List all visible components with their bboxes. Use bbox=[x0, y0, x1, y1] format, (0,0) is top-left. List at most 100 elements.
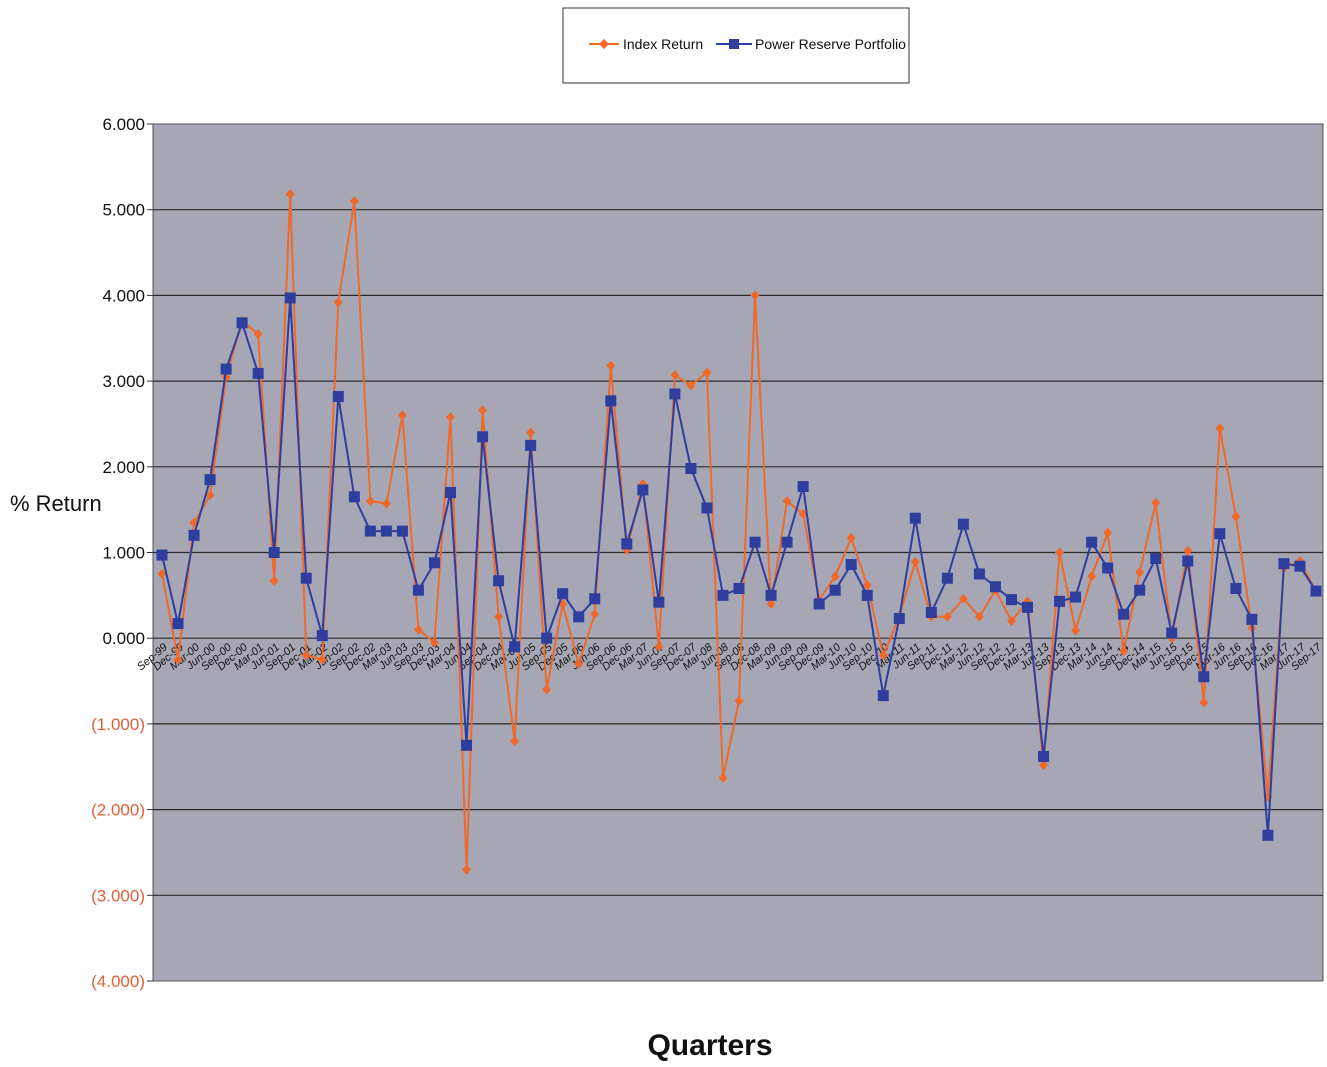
point-power-reserve bbox=[573, 611, 585, 623]
point-index-return bbox=[910, 556, 920, 567]
point-power-reserve bbox=[589, 593, 601, 605]
legend-marker-power-reserve bbox=[729, 39, 739, 49]
point-index-return bbox=[301, 650, 311, 661]
point-index-return bbox=[958, 593, 968, 604]
point-index-return bbox=[974, 611, 984, 622]
point-power-reserve bbox=[461, 739, 473, 751]
point-index-return bbox=[1039, 760, 1049, 771]
point-power-reserve bbox=[1182, 555, 1194, 567]
point-power-reserve bbox=[909, 512, 921, 524]
y-tick-label: 2.000 bbox=[102, 458, 145, 477]
point-index-return bbox=[1151, 497, 1161, 508]
point-power-reserve bbox=[396, 525, 408, 537]
point-index-return bbox=[365, 496, 375, 507]
point-power-reserve bbox=[941, 572, 953, 584]
point-index-return bbox=[1231, 511, 1241, 522]
point-power-reserve bbox=[172, 618, 184, 630]
point-power-reserve bbox=[525, 439, 537, 451]
point-index-return bbox=[766, 598, 776, 609]
y-tick-label: 3.000 bbox=[102, 372, 145, 391]
point-index-return bbox=[718, 772, 728, 783]
point-power-reserve bbox=[1086, 536, 1098, 548]
point-index-return bbox=[173, 654, 183, 665]
point-power-reserve bbox=[685, 463, 697, 475]
point-index-return bbox=[349, 196, 359, 207]
point-power-reserve bbox=[701, 502, 713, 514]
point-index-return bbox=[606, 360, 616, 371]
point-index-return bbox=[157, 568, 167, 579]
point-power-reserve bbox=[749, 536, 761, 548]
point-power-reserve bbox=[925, 606, 937, 618]
point-power-reserve bbox=[1038, 750, 1050, 762]
point-power-reserve bbox=[989, 581, 1001, 593]
point-power-reserve bbox=[1214, 528, 1226, 540]
point-power-reserve bbox=[1230, 582, 1242, 594]
point-power-reserve bbox=[332, 391, 344, 403]
point-power-reserve bbox=[973, 568, 985, 580]
point-power-reserve bbox=[733, 582, 745, 594]
point-power-reserve bbox=[557, 588, 569, 600]
point-index-return bbox=[1135, 567, 1145, 578]
point-index-return bbox=[798, 508, 808, 519]
y-tick-label: 5.000 bbox=[102, 201, 145, 220]
point-power-reserve bbox=[781, 536, 793, 548]
point-power-reserve bbox=[236, 317, 248, 329]
point-index-return bbox=[1055, 547, 1065, 558]
point-power-reserve bbox=[220, 363, 232, 375]
point-index-return bbox=[1103, 527, 1113, 538]
point-index-return bbox=[413, 624, 423, 635]
point-index-return bbox=[510, 736, 520, 747]
point-index-return bbox=[397, 410, 407, 421]
legend-marker-index-return bbox=[599, 39, 609, 49]
point-power-reserve bbox=[1054, 595, 1066, 607]
point-index-return bbox=[253, 328, 263, 339]
point-power-reserve bbox=[204, 474, 216, 486]
y-tick-label: (3.000) bbox=[91, 886, 145, 905]
point-index-return bbox=[862, 580, 872, 591]
point-index-return bbox=[381, 498, 391, 509]
legend-label-index-return: Index Return bbox=[623, 36, 703, 52]
point-power-reserve bbox=[621, 538, 633, 550]
point-power-reserve bbox=[1005, 594, 1017, 606]
point-power-reserve bbox=[252, 367, 264, 379]
point-power-reserve bbox=[765, 589, 777, 601]
point-index-return bbox=[1071, 625, 1081, 636]
point-power-reserve bbox=[380, 525, 392, 537]
point-power-reserve bbox=[477, 431, 489, 443]
legend: Index Return Power Reserve Portfolio bbox=[562, 7, 910, 84]
point-index-return bbox=[542, 684, 552, 695]
point-index-return bbox=[333, 297, 343, 308]
point-power-reserve bbox=[1118, 608, 1130, 620]
gridlines bbox=[153, 209, 1323, 896]
point-index-return bbox=[1215, 423, 1225, 434]
point-power-reserve bbox=[1246, 613, 1258, 625]
y-tick-label: (4.000) bbox=[91, 972, 145, 991]
point-power-reserve bbox=[1166, 627, 1178, 639]
point-power-reserve bbox=[1022, 601, 1033, 613]
point-power-reserve bbox=[813, 598, 825, 610]
point-power-reserve bbox=[829, 584, 841, 596]
point-power-reserve bbox=[364, 525, 376, 537]
point-index-return bbox=[734, 695, 744, 706]
y-tick-label: 6.000 bbox=[102, 115, 145, 134]
point-power-reserve bbox=[861, 589, 873, 601]
point-index-return bbox=[1199, 697, 1209, 708]
point-power-reserve bbox=[493, 575, 505, 587]
y-tick-label: 0.000 bbox=[102, 629, 145, 648]
point-index-return bbox=[478, 405, 488, 416]
point-power-reserve bbox=[412, 584, 424, 596]
point-index-return bbox=[942, 611, 952, 622]
point-index-return bbox=[269, 575, 279, 586]
point-index-return bbox=[205, 490, 215, 501]
point-power-reserve bbox=[284, 292, 296, 304]
point-power-reserve bbox=[348, 491, 360, 503]
point-power-reserve bbox=[428, 557, 440, 569]
point-index-return bbox=[782, 496, 792, 507]
y-axis-ticks: 6.000 5.000 4.000 3.000 2.000 1.000 0.000 (1.00… bbox=[91, 115, 153, 991]
point-index-return bbox=[670, 370, 680, 381]
point-index-return bbox=[846, 532, 856, 543]
point-index-return bbox=[446, 412, 455, 423]
point-index-return bbox=[1183, 545, 1193, 556]
point-index-return bbox=[830, 571, 840, 582]
